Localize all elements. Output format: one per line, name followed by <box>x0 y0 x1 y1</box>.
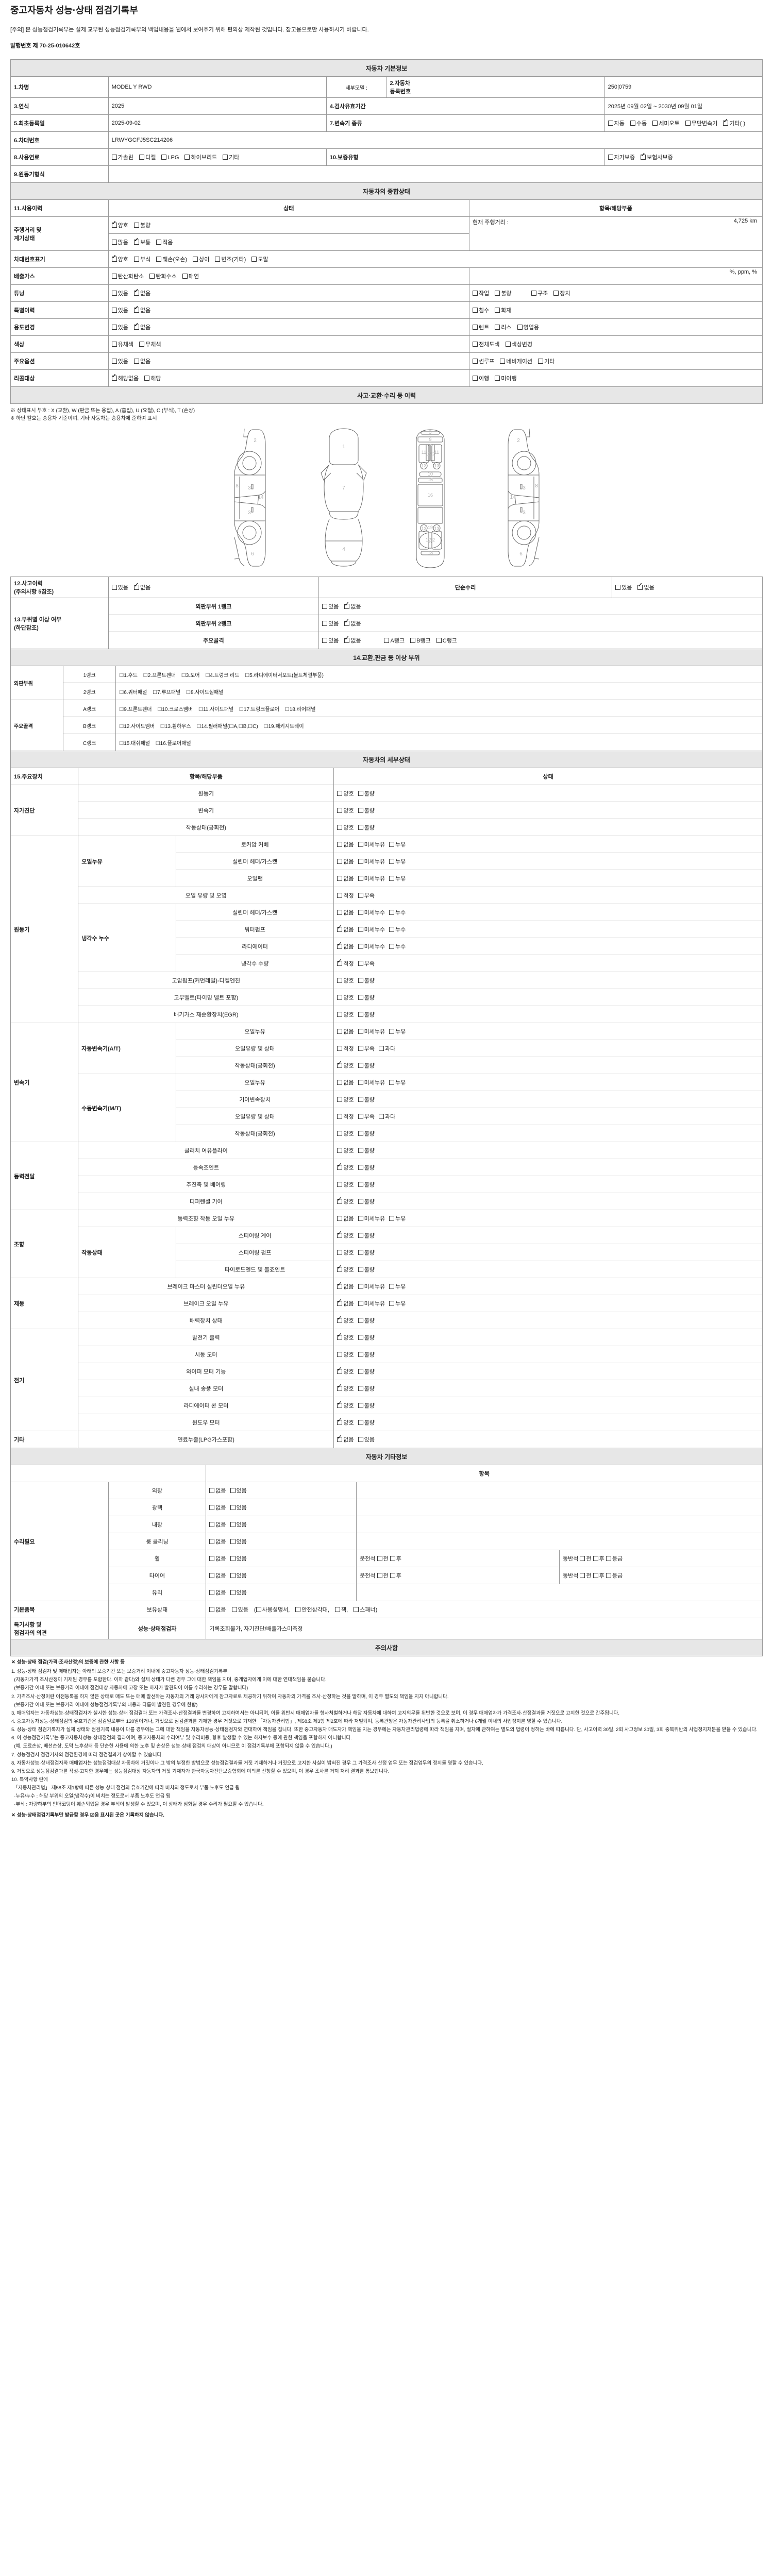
svg-text:13: 13 <box>434 463 439 468</box>
svg-text:3: 3 <box>523 485 526 491</box>
svg-text:17: 17 <box>427 539 432 544</box>
svg-text:3: 3 <box>248 510 251 516</box>
svg-text:6: 6 <box>519 551 523 557</box>
svg-text:14: 14 <box>258 495 264 500</box>
svg-text:1: 1 <box>342 444 345 450</box>
svg-text:19: 19 <box>427 525 432 530</box>
svg-text:2: 2 <box>254 438 257 444</box>
svg-text:6: 6 <box>251 551 254 557</box>
svg-text:11: 11 <box>434 450 439 455</box>
svg-text:7: 7 <box>342 485 345 491</box>
svg-text:4: 4 <box>342 547 345 552</box>
svg-text:8: 8 <box>236 483 239 489</box>
svg-text:9: 9 <box>429 437 431 442</box>
svg-text:13: 13 <box>421 463 426 468</box>
svg-text:13: 13 <box>421 526 426 531</box>
svg-text:18: 18 <box>427 550 432 555</box>
svg-text:14: 14 <box>510 495 516 500</box>
svg-text:3: 3 <box>523 510 526 516</box>
svg-text:15: 15 <box>427 477 432 482</box>
svg-text:10: 10 <box>427 471 432 477</box>
svg-text:13: 13 <box>434 526 439 531</box>
svg-text:3: 3 <box>248 485 251 491</box>
svg-text:12: 12 <box>429 451 434 456</box>
svg-text:2: 2 <box>517 438 520 444</box>
svg-text:16: 16 <box>427 493 432 498</box>
svg-text:5: 5 <box>429 430 431 435</box>
svg-text:8: 8 <box>535 483 538 489</box>
